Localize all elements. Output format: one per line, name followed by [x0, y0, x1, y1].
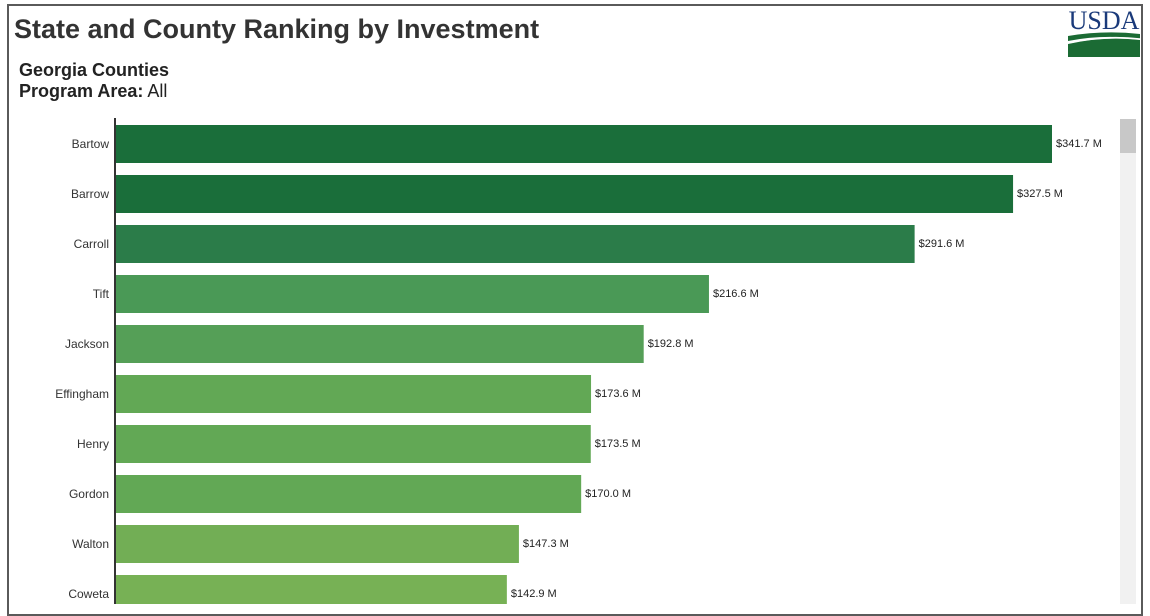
- bar-jackson[interactable]: [115, 325, 644, 363]
- value-label: $216.6 M: [713, 288, 759, 300]
- bar-henry[interactable]: [115, 425, 591, 463]
- page-title: State and County Ranking by Investment: [14, 14, 540, 44]
- bar-tift[interactable]: [115, 275, 709, 313]
- bar-coweta[interactable]: [115, 575, 507, 604]
- bar-effingham[interactable]: [115, 375, 592, 413]
- value-label: $147.3 M: [523, 538, 569, 550]
- program-area: Program Area: All: [19, 81, 167, 102]
- value-label: $173.6 M: [595, 388, 641, 400]
- value-label: $327.5 M: [1017, 188, 1063, 200]
- category-label: Jackson: [65, 337, 109, 351]
- value-label: $170.0 M: [585, 488, 631, 500]
- value-label: $291.6 M: [919, 238, 965, 250]
- category-label: Coweta: [68, 587, 109, 601]
- category-label: Effingham: [55, 387, 109, 401]
- usda-logo-text: USDA: [1069, 6, 1140, 35]
- value-label: $142.9 M: [511, 588, 557, 600]
- bar-gordon[interactable]: [115, 475, 582, 513]
- value-label: $192.8 M: [648, 338, 694, 350]
- usda-logo: USDA: [1066, 6, 1142, 58]
- bar-walton[interactable]: [115, 525, 519, 563]
- bar-bartow[interactable]: [115, 125, 1052, 163]
- category-label: Carroll: [74, 237, 109, 251]
- value-label: $341.7 M: [1056, 138, 1102, 150]
- bar-barrow[interactable]: [115, 175, 1014, 213]
- scrollbar-thumb[interactable]: [1120, 119, 1136, 153]
- category-label: Bartow: [72, 137, 110, 151]
- program-area-value: All: [147, 81, 168, 101]
- bar-carroll[interactable]: [115, 225, 915, 263]
- category-label: Tift: [93, 287, 110, 301]
- value-label: $173.5 M: [595, 438, 641, 450]
- scrollbar-track[interactable]: [1120, 119, 1136, 604]
- category-label: Barrow: [71, 187, 109, 201]
- category-label: Henry: [77, 437, 109, 451]
- chart-subtitle: Georgia Counties: [19, 60, 170, 80]
- category-label: Gordon: [69, 487, 109, 501]
- category-label: Walton: [72, 537, 109, 551]
- program-area-label: Program Area:: [19, 81, 144, 101]
- bar-chart: Bartow $341.7 M Barrow $327.5 M Carroll $291.…: [55, 118, 1102, 604]
